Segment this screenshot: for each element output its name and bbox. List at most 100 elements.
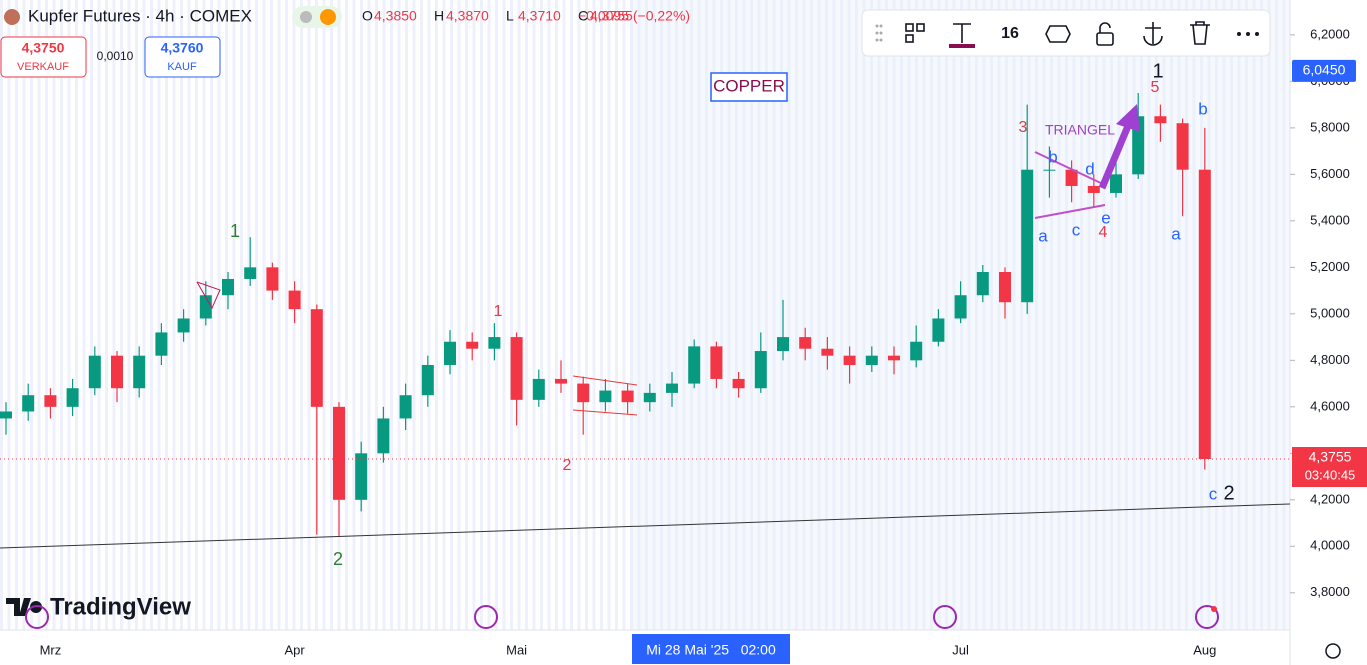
- wave-label: a: [1171, 224, 1181, 243]
- ohlc: O 4,3850 H 4,3870 L 4,3710 C 4,3755: [362, 8, 633, 24]
- candle-body: [1154, 116, 1167, 124]
- candle-body: [1198, 169, 1211, 460]
- countdown: 03:40:45: [1305, 467, 1356, 482]
- buy-price: 4,3760: [161, 40, 204, 56]
- x-tick-label: Mai: [506, 642, 527, 657]
- trend-line: [0, 503, 1291, 549]
- symbol-icon: [4, 9, 20, 25]
- font-size[interactable]: 16: [1001, 25, 1019, 42]
- wave-label: b: [1198, 99, 1207, 118]
- candle-body: [888, 355, 900, 361]
- candle-body: [599, 390, 612, 403]
- change: −0,0095 (−0,22%): [578, 8, 690, 24]
- text-tool[interactable]: [953, 23, 971, 43]
- buy-label: KAUF: [167, 61, 197, 73]
- candle-body: [999, 271, 1011, 303]
- candle-body: [1021, 169, 1034, 303]
- y-tick-label: 4,8000: [1310, 352, 1350, 367]
- wave-label: c: [1072, 220, 1081, 239]
- y-tick-label: 6,2000: [1310, 26, 1350, 41]
- y-tick-label: 3,8000: [1310, 584, 1350, 599]
- candle-body: [222, 278, 234, 296]
- tool-icon[interactable]: [905, 23, 914, 32]
- y-tick-label: 5,0000: [1310, 305, 1350, 320]
- y-tick-label: 4,2000: [1310, 491, 1350, 506]
- x-tick-label: Apr: [284, 642, 305, 657]
- candle-body: [643, 392, 656, 403]
- candle-body: [22, 395, 35, 412]
- x-tick-label: Mrz: [40, 642, 62, 657]
- candle-body: [732, 378, 745, 389]
- candle-body: [466, 341, 479, 349]
- candle-body: [754, 351, 767, 389]
- candle-body: [1110, 174, 1122, 193]
- candle-body: [355, 453, 368, 500]
- wave-label: e: [1101, 208, 1110, 227]
- candle-body: [310, 309, 323, 407]
- candle-body: [266, 267, 279, 291]
- x-tick-label: Aug: [1193, 642, 1216, 657]
- drawing-toolbar: [861, 9, 1271, 57]
- sell-button[interactable]: [0, 36, 87, 78]
- logo-mark: [6, 598, 31, 616]
- symbol[interactable]: Kupfer Futures · 4h · COMEX: [28, 6, 252, 25]
- lock-icon[interactable]: [1096, 32, 1114, 46]
- candle-body: [555, 378, 567, 384]
- candle-body: [155, 332, 168, 356]
- sell-price: 4,3750: [22, 40, 65, 56]
- candle-body: [510, 337, 523, 400]
- candle-body: [88, 355, 101, 389]
- candle-body: [333, 406, 345, 500]
- ohlc-label: C: [578, 8, 588, 24]
- x-tick-label: Jul: [952, 642, 969, 657]
- last-price-label: 4,3755: [1309, 449, 1352, 465]
- wave-label: 5: [1151, 79, 1160, 96]
- settings[interactable]: [1325, 643, 1341, 659]
- candle-body: [666, 383, 678, 393]
- ohlc-value: 4,3710: [518, 8, 561, 24]
- wave-label: a: [1038, 226, 1048, 245]
- arrow: [1098, 124, 1132, 190]
- crosshair-time: [632, 634, 790, 664]
- buy-button[interactable]: [144, 36, 221, 78]
- last-price-box: [1292, 447, 1367, 488]
- wave-label: 2: [333, 549, 343, 569]
- plot: [0, 92, 1290, 538]
- candle-body: [421, 364, 434, 396]
- wave-label: 1: [230, 221, 240, 241]
- ohlc-label: L: [506, 8, 514, 24]
- wave-label: 1: [494, 303, 503, 320]
- candle-body: [244, 267, 257, 279]
- sell-label: VERKAUF: [17, 61, 69, 73]
- candle-body: [777, 337, 789, 352]
- ohlc-label: H: [434, 8, 444, 24]
- candle-body: [288, 290, 301, 310]
- candle-body: [66, 388, 79, 407]
- candle-body: [1043, 169, 1056, 171]
- pattern: [572, 375, 638, 386]
- candle-body: [199, 295, 212, 319]
- anchor-icon[interactable]: [1143, 22, 1163, 46]
- y-tick-label: 4,6000: [1310, 398, 1350, 413]
- tool-icon[interactable]: [1045, 25, 1071, 43]
- candle-body: [821, 348, 834, 356]
- wave-label: 4: [1099, 224, 1108, 241]
- price-axis: 3,80004,00004,20004,40004,60004,80005,00…: [1290, 26, 1367, 599]
- wave-label: c: [1209, 484, 1218, 503]
- wave-label: 3: [1019, 119, 1028, 136]
- candle-body: [532, 378, 545, 400]
- label-box: [710, 72, 788, 102]
- logo: TradingView: [50, 593, 191, 620]
- ohlc-value: 4,3870: [446, 8, 489, 24]
- candle-body: [0, 411, 12, 419]
- trash-icon[interactable]: [1190, 21, 1210, 45]
- marked-price-label: 6,0450: [1303, 62, 1346, 78]
- candle-body: [111, 355, 123, 389]
- triangle-line: [1034, 204, 1106, 219]
- spread: 0,0010: [97, 49, 134, 63]
- candle-body: [865, 355, 878, 365]
- wave-label: 1: [1152, 60, 1163, 82]
- candle-body: [976, 271, 989, 296]
- ohlc-label: O: [362, 8, 373, 24]
